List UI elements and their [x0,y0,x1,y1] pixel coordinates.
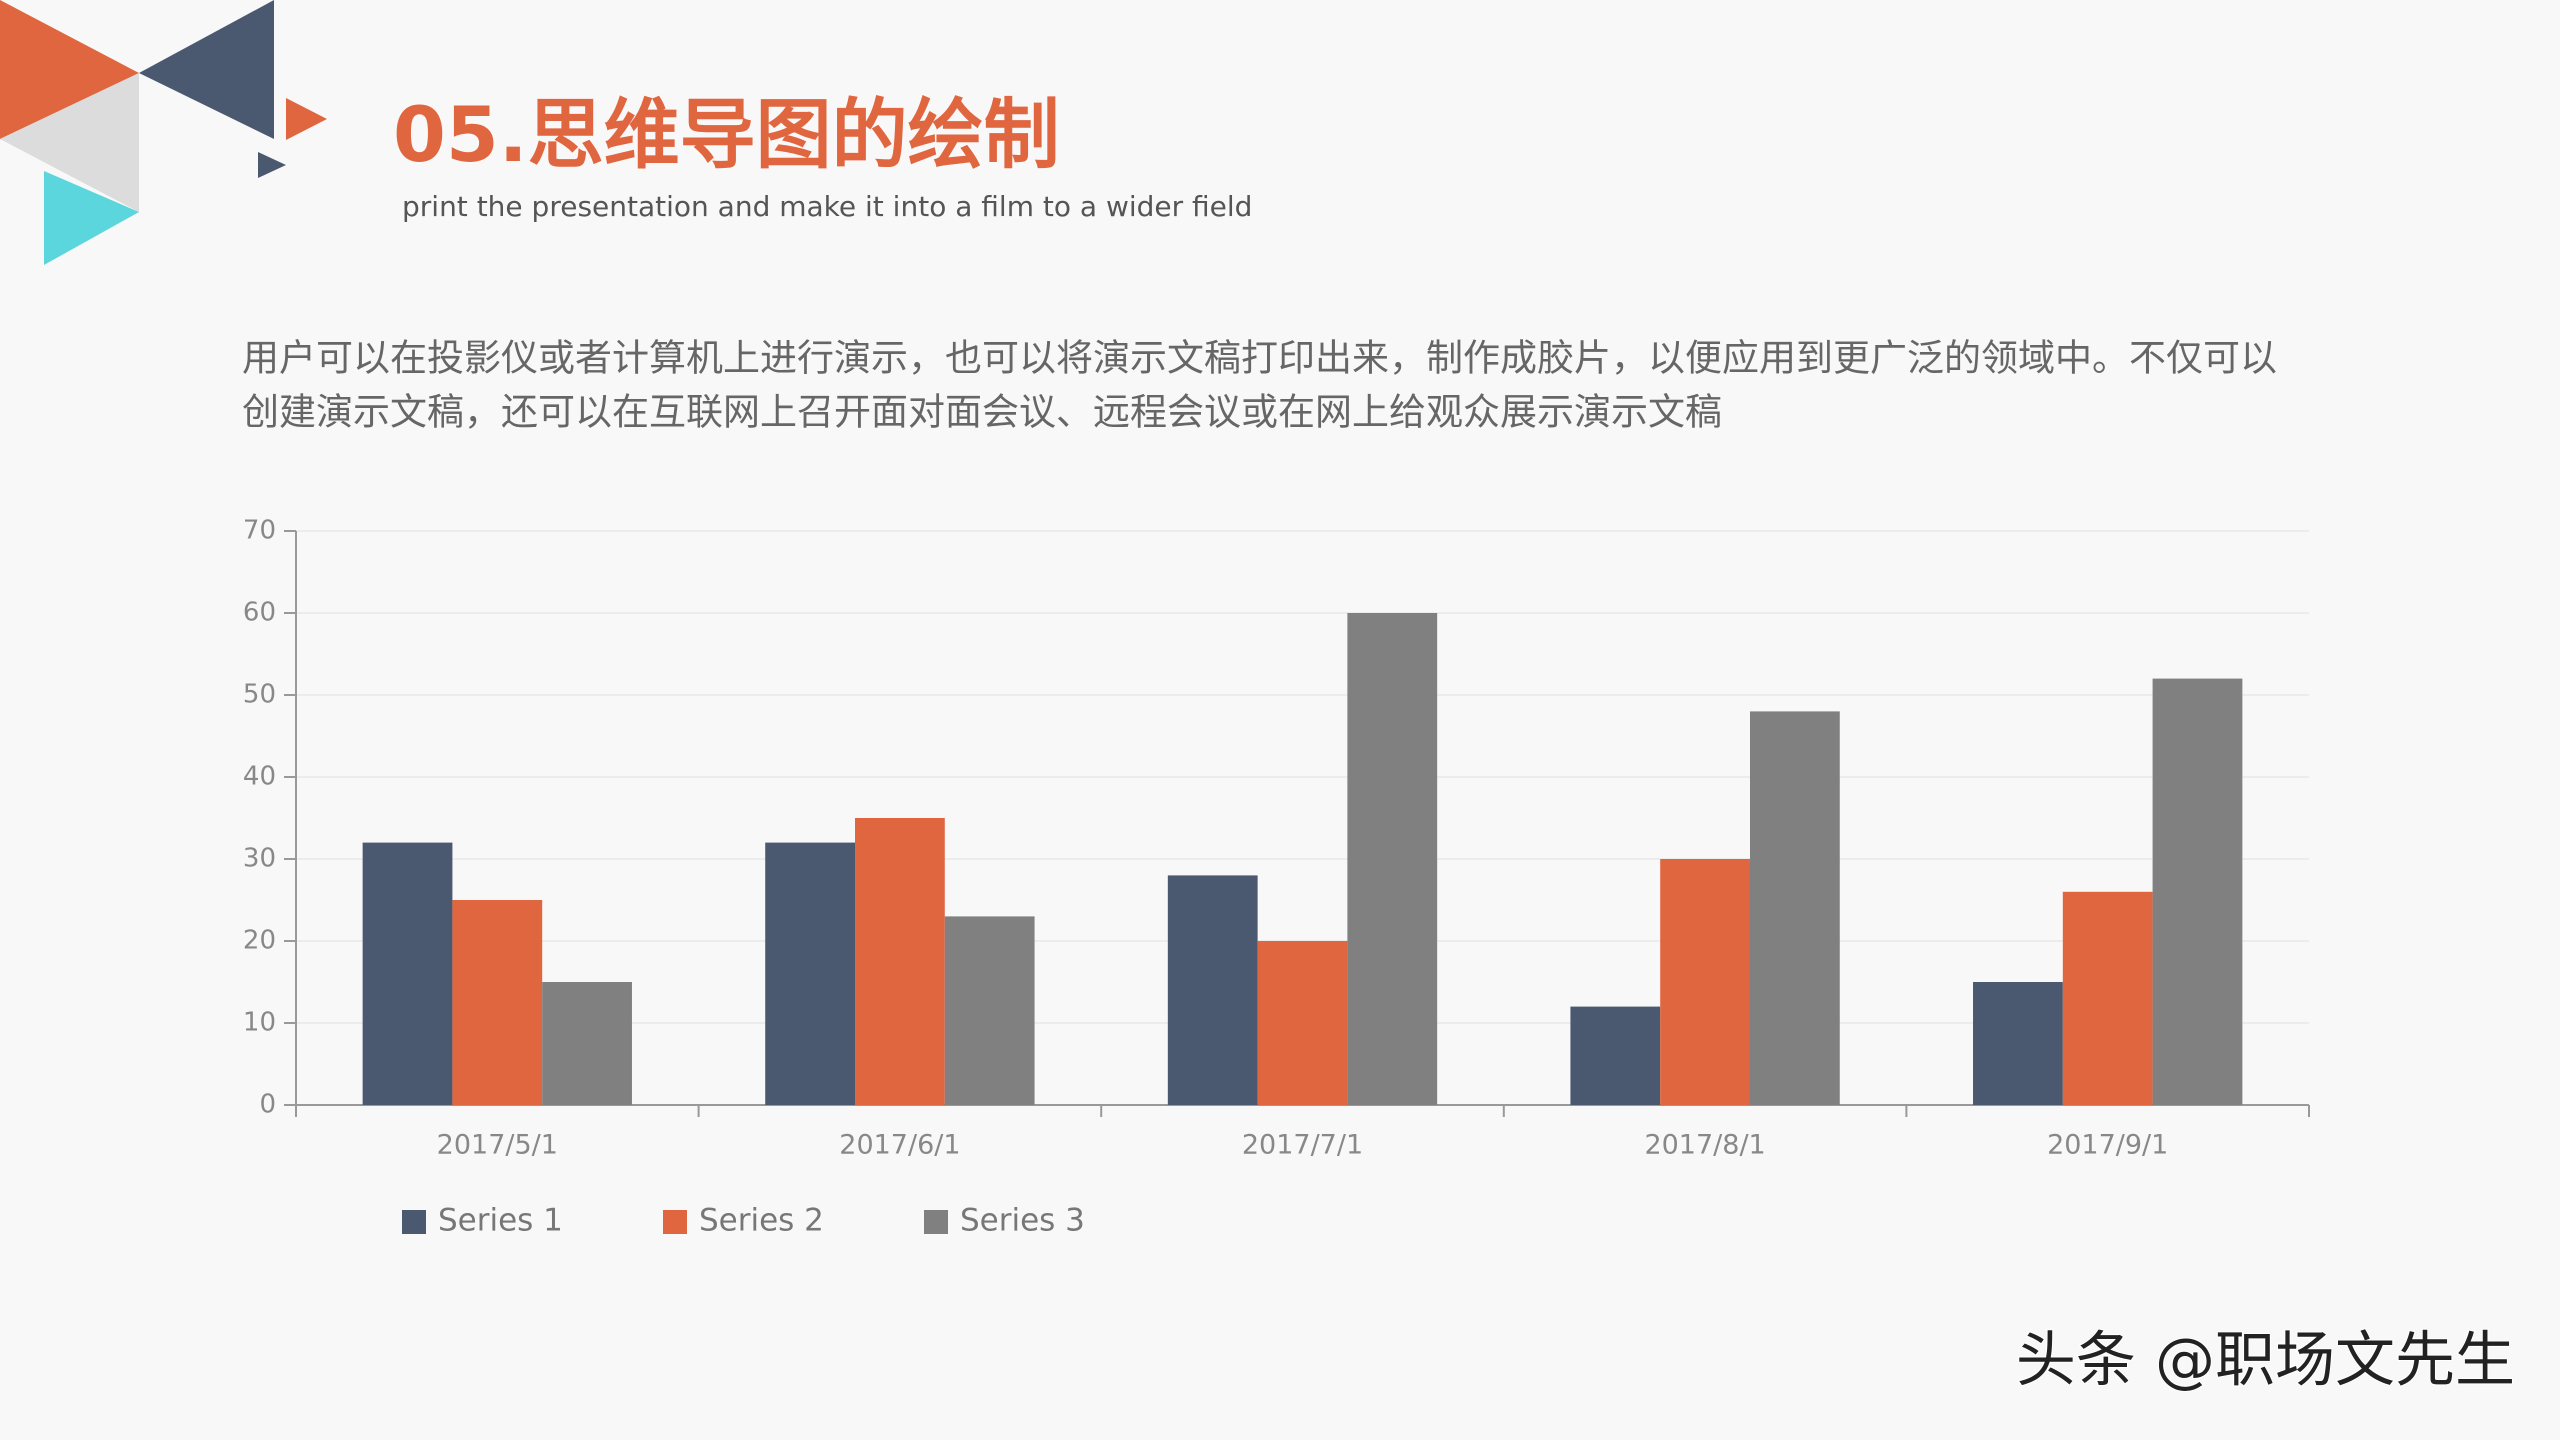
bar [1257,941,1348,1105]
y-tick-label: 40 [243,762,276,792]
bar [1347,613,1438,1105]
y-tick-label: 70 [243,516,276,546]
x-tick-label: 2017/9/1 [2047,1130,2168,1161]
x-tick-label: 2017/5/1 [437,1130,558,1161]
bar [1167,875,1258,1105]
deco-triangle [139,0,274,139]
slide-title: 05.思维导图的绘制 [393,90,1060,179]
legend-swatch [402,1210,426,1234]
bar [2062,891,2153,1105]
deco-triangle [0,73,139,212]
y-tick-label: 10 [243,1008,276,1038]
bar [765,842,856,1105]
x-tick-label: 2017/7/1 [1242,1130,1363,1161]
bar [944,916,1035,1105]
body-line: 创建演示文稿，还可以在互联网上召开面对面会议、远程会议或在网上给观众展示演示文稿 [242,391,1722,434]
legend-swatch [924,1210,948,1234]
y-tick-label: 50 [243,680,276,710]
legend-label: Series 3 [960,1203,1085,1239]
legend-label: Series 1 [438,1203,563,1239]
bar [1973,982,2063,1105]
decoration [0,0,327,265]
bar [1660,859,1750,1105]
y-tick-label: 30 [243,844,276,874]
bar [855,818,945,1105]
deco-triangle [286,98,327,140]
bar [2152,678,2243,1105]
bar [452,900,543,1105]
body-line: 用户可以在投影仪或者计算机上进行演示，也可以将演示文稿打印出来，制作成胶片，以便… [242,337,2277,380]
watermark: 头条 @职场文先生 [2016,1326,2515,1396]
legend-swatch [663,1210,687,1234]
slide-subtitle: print the presentation and make it into … [402,190,1252,223]
y-tick-label: 20 [243,926,276,956]
x-tick-label: 2017/8/1 [1644,1130,1765,1161]
bar [1570,1006,1661,1105]
deco-triangle [0,0,139,139]
deco-triangle [258,152,286,178]
y-tick-label: 60 [243,598,276,628]
bar [542,982,632,1105]
chart: 0 10 20 30 40 50 60 70 2017/5/1 2017/6/1 2017/7/1 2… [243,516,2310,1239]
deco-triangle [44,171,139,265]
bar [1749,711,1840,1105]
bar [362,842,453,1105]
y-tick-label: 0 [259,1090,276,1120]
x-tick-label: 2017/6/1 [839,1130,960,1161]
legend-label: Series 2 [699,1203,824,1239]
